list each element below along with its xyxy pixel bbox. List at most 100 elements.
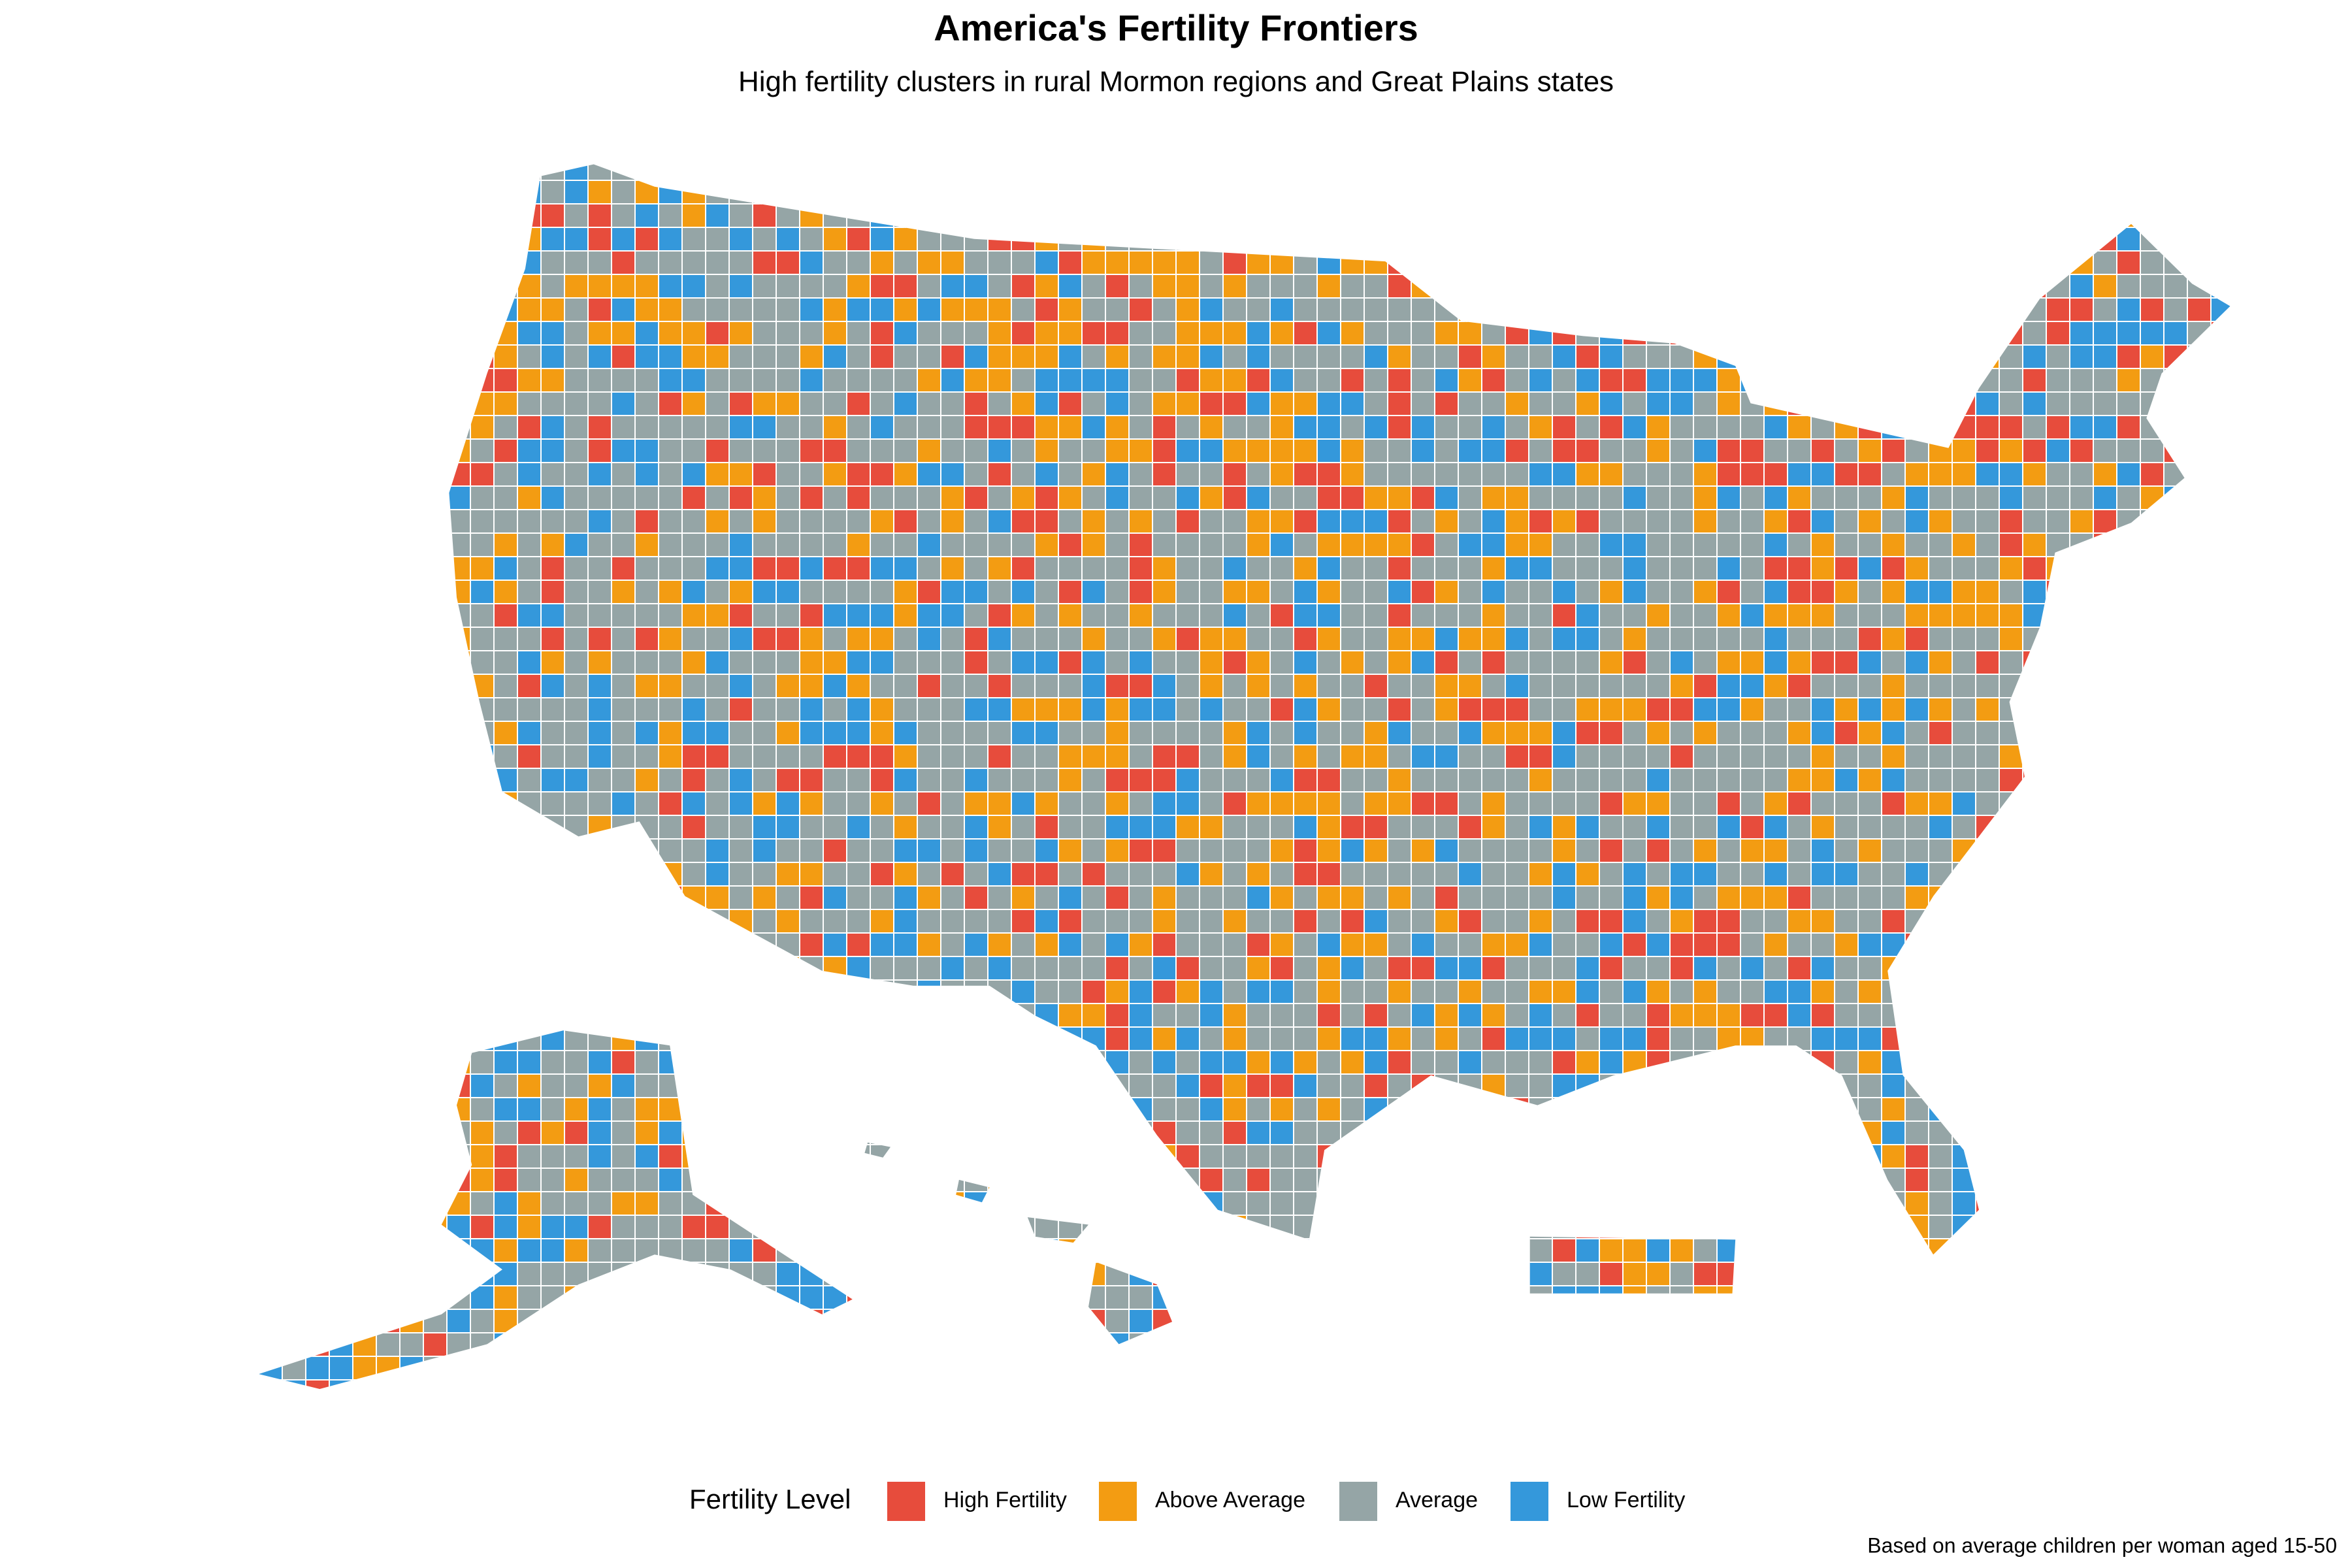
county: [1364, 1168, 1388, 1192]
county: [376, 438, 400, 463]
county: [823, 485, 847, 510]
county: [587, 344, 612, 369]
county: [728, 650, 753, 675]
county: [1716, 1285, 1741, 1310]
county: [212, 321, 235, 345]
county: [1034, 768, 1059, 792]
county: [141, 909, 165, 933]
county: [1716, 979, 1741, 1004]
county: [799, 815, 824, 840]
county: [1975, 297, 2000, 322]
county: [705, 627, 730, 651]
county: [1834, 1309, 1859, 1333]
county: [71, 1239, 94, 1262]
county: [1904, 744, 1929, 769]
county: [376, 580, 400, 604]
county: [1340, 556, 1365, 581]
county: [2234, 604, 2258, 627]
county: [1552, 650, 1576, 675]
county: [705, 932, 730, 957]
county: [846, 227, 871, 252]
county: [540, 344, 565, 369]
county: [1528, 956, 1553, 981]
county: [118, 439, 141, 463]
county: [870, 415, 894, 440]
county: [1622, 180, 1647, 204]
county: [2046, 979, 2070, 1004]
county: [47, 698, 71, 721]
county: [540, 838, 565, 863]
county: [634, 909, 659, 934]
county: [917, 1309, 941, 1333]
county: [799, 344, 824, 369]
county: [1246, 1309, 1271, 1333]
county: [1128, 627, 1153, 651]
county: [1669, 321, 1694, 346]
county: [846, 164, 871, 181]
county: [1904, 180, 1929, 204]
county: [165, 1074, 188, 1098]
county: [1763, 932, 1788, 957]
county: [1740, 415, 1765, 440]
county: [1364, 885, 1388, 910]
county: [917, 815, 941, 840]
county: [1246, 1003, 1271, 1028]
county: [1975, 650, 2000, 675]
county: [1034, 391, 1059, 416]
county: [165, 768, 188, 792]
county: [987, 1238, 1012, 1263]
county: [1693, 1003, 1718, 1028]
county: [846, 1120, 871, 1145]
county: [470, 227, 495, 252]
county: [446, 556, 471, 581]
county: [1034, 1262, 1059, 1286]
county: [1693, 1120, 1718, 1145]
county: [1834, 368, 1859, 393]
county: [1646, 415, 1671, 440]
county: [1199, 180, 1224, 204]
county: [752, 1262, 777, 1286]
county: [24, 1004, 47, 1027]
county: [658, 956, 683, 981]
county: [2022, 956, 2047, 981]
county: [1622, 274, 1647, 299]
county: [2305, 1074, 2328, 1098]
county: [2258, 557, 2281, 580]
county: [1387, 1003, 1412, 1028]
county: [705, 791, 730, 816]
county: [188, 557, 212, 580]
county: [2046, 462, 2070, 487]
county: [2163, 1050, 2188, 1075]
county: [1834, 650, 1859, 675]
county: [1081, 532, 1106, 557]
county: [2281, 1051, 2305, 1074]
county: [2093, 815, 2117, 840]
county: [1316, 485, 1341, 510]
county: [1246, 391, 1271, 416]
county: [1246, 274, 1271, 299]
county: [1434, 203, 1459, 228]
county: [917, 909, 941, 934]
county: [917, 768, 941, 792]
county: [540, 415, 565, 440]
county: [517, 580, 542, 604]
county: [1787, 744, 1812, 769]
county: [1669, 415, 1694, 440]
county: [893, 1238, 918, 1263]
county: [2234, 368, 2258, 392]
county: [1222, 1191, 1247, 1216]
county: [1552, 744, 1576, 769]
county: [1881, 1285, 1906, 1310]
county: [1622, 532, 1647, 557]
county: [1975, 721, 2000, 745]
county: [329, 885, 353, 910]
county: [423, 1050, 448, 1075]
county: [1269, 1285, 1294, 1310]
county: [1481, 768, 1506, 792]
county: [24, 416, 47, 439]
county: [2281, 157, 2305, 180]
county: [1175, 462, 1200, 487]
county: [564, 650, 589, 675]
county: [634, 1003, 659, 1028]
county: [658, 438, 683, 463]
